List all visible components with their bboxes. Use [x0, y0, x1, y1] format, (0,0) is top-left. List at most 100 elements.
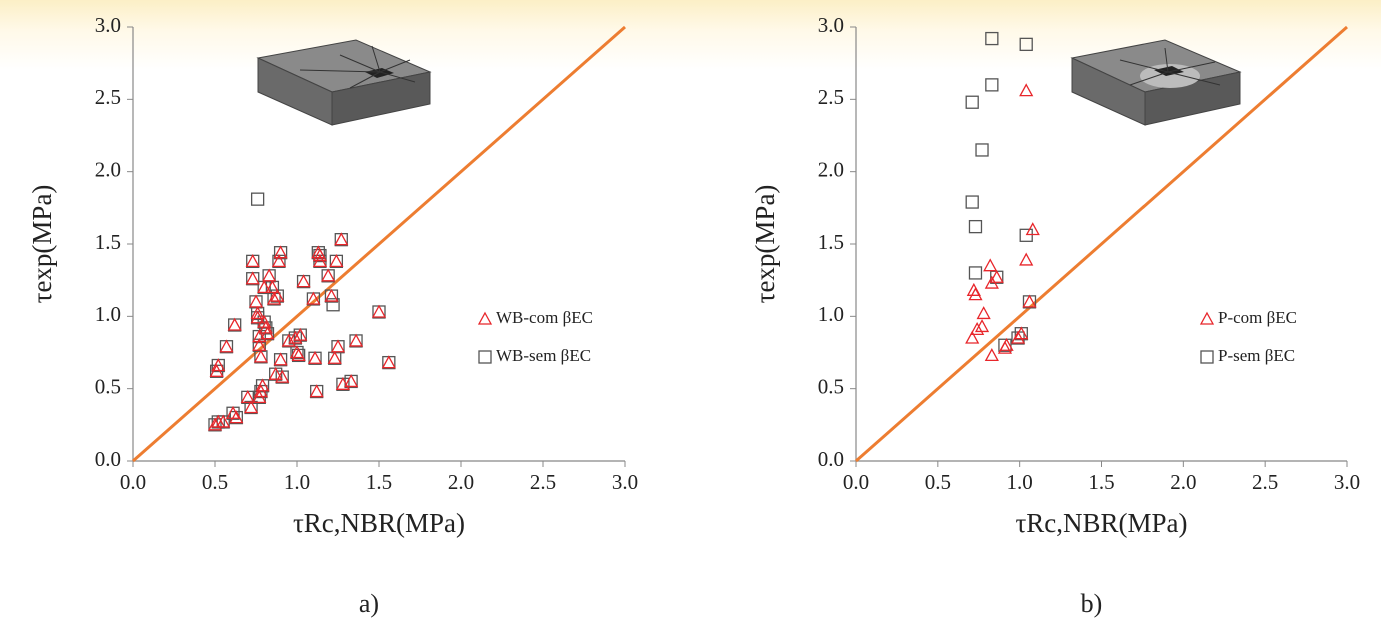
- triangle-marker: [1019, 252, 1034, 266]
- triangle-marker: [334, 232, 349, 246]
- triangle-marker: [983, 258, 998, 272]
- triangle-marker: [266, 291, 282, 305]
- triangle-marker: [312, 248, 328, 262]
- triangle-marker: [306, 291, 321, 305]
- x-axis-title: τRc,NBR(MPa): [1015, 508, 1187, 538]
- triangle-marker: [252, 337, 267, 351]
- triangle-marker: [344, 374, 359, 388]
- triangle-marker: [1022, 294, 1037, 308]
- y-axis-title: τexp(MPa): [750, 185, 780, 304]
- triangle-marker: [1019, 83, 1034, 97]
- triangle-marker: [262, 268, 277, 282]
- triangle-marker: [270, 288, 285, 302]
- triangle-marker: [293, 327, 308, 341]
- y-tick-label: 3.0: [95, 13, 121, 37]
- triangle-marker: [312, 254, 328, 268]
- triangle-marker: [477, 311, 493, 325]
- scatter-chart: 0.0 0.5 1.0 1.5 2.0 2.5 3.0 0.0 0.5 1.0 1.5 2.0 2.5 3…: [750, 13, 1360, 618]
- triangle-marker: [229, 410, 244, 424]
- legend-label: P-com βEC: [1218, 308, 1297, 327]
- triangle-marker: [255, 378, 270, 392]
- triangle-marker: [211, 358, 226, 372]
- square-marker: [372, 305, 386, 319]
- square-marker: [249, 295, 263, 309]
- triangle-marker: [321, 268, 336, 282]
- square-marker: [334, 233, 348, 247]
- triangle-marker: [324, 288, 339, 302]
- triangle-marker: [245, 271, 260, 285]
- triangle-marker: [245, 254, 260, 268]
- reference-line: [132, 25, 626, 463]
- triangle-marker: [330, 339, 346, 353]
- triangle-marker: [257, 280, 272, 294]
- reference-line: [855, 25, 1348, 463]
- triangle-marker: [291, 348, 306, 362]
- square-marker: [1200, 350, 1214, 364]
- triangle-marker: [248, 294, 264, 308]
- triangle-marker: [970, 321, 985, 336]
- x-tick-label: 1.5: [366, 470, 392, 494]
- triangle-marker: [1014, 326, 1029, 340]
- square-marker: [219, 340, 234, 354]
- triangle-marker: [296, 274, 311, 288]
- square-marker: [968, 219, 983, 234]
- x-tick-label: 0.5: [925, 470, 951, 494]
- triangle-marker: [984, 348, 999, 362]
- x-tick-label: 2.0: [448, 470, 474, 494]
- x-tick-label: 0.0: [120, 470, 146, 494]
- triangle-marker: [250, 310, 265, 324]
- triangle-marker: [265, 280, 280, 294]
- square-marker: [336, 377, 350, 391]
- square-marker: [250, 192, 265, 206]
- scatter-chart: 0.0 0.5 1.0 1.5 2.0 2.5 3.0 0.0 0.5 1.0 1.5 2.0 2.5 3…: [27, 13, 638, 618]
- square-marker: [308, 351, 322, 365]
- square-marker: [985, 31, 999, 46]
- slab-illustration: [256, 39, 432, 126]
- triangle-marker: [250, 306, 265, 320]
- triangle-marker: [219, 339, 234, 353]
- square-marker: [965, 95, 979, 109]
- triangle-marker: [1010, 330, 1026, 344]
- square-marker: [968, 266, 983, 280]
- y-tick-label: 0.5: [818, 374, 844, 398]
- triangle-marker: [288, 330, 303, 344]
- panel-label: a): [359, 589, 379, 618]
- triangle-marker: [381, 355, 396, 369]
- triangle-marker: [240, 389, 255, 403]
- square-marker: [293, 328, 307, 342]
- panel-label: b): [1081, 589, 1103, 618]
- square-marker: [1019, 228, 1033, 242]
- triangle-marker: [258, 320, 273, 334]
- triangle-marker: [329, 254, 344, 268]
- triangle-marker: [968, 287, 983, 301]
- triangle-marker: [348, 333, 364, 347]
- x-tick-label: 1.0: [1007, 470, 1033, 494]
- triangle-marker: [327, 350, 342, 364]
- square-marker: [328, 351, 342, 365]
- y-tick-label: 2.0: [95, 157, 121, 181]
- square-marker: [975, 143, 989, 157]
- triangle-marker: [273, 245, 288, 259]
- y-tick-label: 2.5: [818, 85, 844, 109]
- y-tick-label: 2.5: [95, 85, 121, 109]
- triangle-marker: [243, 400, 259, 414]
- triangle-marker: [965, 330, 980, 344]
- x-tick-label: 0.0: [843, 470, 869, 494]
- triangle-marker: [273, 352, 288, 366]
- x-tick-label: 3.0: [612, 470, 638, 494]
- triangle-marker: [271, 254, 287, 268]
- triangle-marker: [253, 349, 269, 363]
- y-tick-label: 1.0: [95, 302, 121, 326]
- triangle-marker: [1199, 311, 1215, 325]
- y-tick-label: 1.0: [818, 302, 844, 326]
- x-tick-label: 1.0: [284, 470, 310, 494]
- square-marker: [998, 338, 1012, 352]
- triangle-marker: [260, 326, 275, 340]
- square-marker: [478, 350, 492, 364]
- triangle-marker: [216, 414, 231, 428]
- square-marker: [262, 269, 276, 283]
- y-tick-label: 3.0: [818, 13, 844, 37]
- legend-label: WB-sem βEC: [496, 346, 591, 365]
- y-tick-label: 0.5: [95, 374, 121, 398]
